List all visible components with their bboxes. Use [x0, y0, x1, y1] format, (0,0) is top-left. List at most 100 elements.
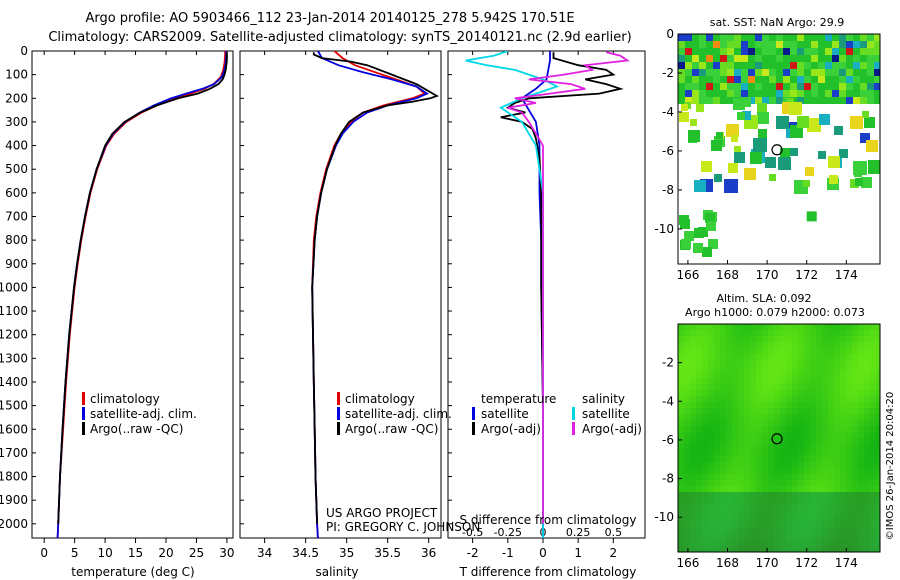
sla-cell: [684, 540, 690, 546]
sla-cell: [774, 534, 780, 540]
sla-cell: [804, 450, 810, 456]
sla-cell: [780, 432, 786, 438]
sla-cell: [810, 336, 816, 342]
sla-cell: [810, 372, 816, 378]
sla-cell: [738, 348, 744, 354]
sla-cell: [726, 384, 732, 390]
sla-cell: [858, 474, 864, 480]
sla-cell: [738, 456, 744, 462]
sla-cell: [780, 456, 786, 462]
sst-cell: [727, 34, 734, 41]
sla-cell: [810, 360, 816, 366]
sla-cell: [738, 486, 744, 492]
sla-cell: [858, 528, 864, 534]
sla-cell: [762, 438, 768, 444]
sla-cell: [816, 444, 822, 450]
y-tick-label: 0: [20, 44, 28, 58]
sst-cell: [776, 83, 783, 90]
sst-cell: [846, 62, 853, 69]
sla-cell: [870, 426, 876, 432]
sst-cell: [783, 90, 790, 97]
sst-cell: [846, 90, 853, 97]
sla-cell: [798, 522, 804, 528]
sla-cell: [750, 384, 756, 390]
x-tick-label: 166: [676, 268, 699, 282]
sla-cell: [708, 324, 714, 330]
sla-cell: [870, 348, 876, 354]
sla-cell: [708, 414, 714, 420]
sla-cell: [840, 390, 846, 396]
sla-cell: [696, 384, 702, 390]
sla-cell: [870, 432, 876, 438]
sla-cell: [684, 474, 690, 480]
sla-cell: [834, 426, 840, 432]
sla-cell: [804, 534, 810, 540]
sst-cell: [846, 55, 853, 62]
sla-cell: [708, 384, 714, 390]
sst-cell: [762, 97, 769, 104]
sla-cell: [864, 378, 870, 384]
sst-cell: [699, 34, 706, 41]
sst-cell: [720, 41, 727, 48]
sla-cell: [810, 408, 816, 414]
sla-cell: [846, 378, 852, 384]
sst-cell: [807, 118, 821, 132]
sla-cell: [696, 540, 702, 546]
sla-cell: [744, 324, 750, 330]
sla-cell: [792, 372, 798, 378]
sst-cell: [867, 34, 874, 41]
legend-t-argo: Argo(-adj): [481, 422, 541, 436]
sla-cell: [720, 390, 726, 396]
sla-cell: [678, 462, 684, 468]
project-pi: PI: GREGORY C. JOHNSON: [326, 520, 480, 534]
sst-cell: [699, 76, 706, 83]
sst-cell: [860, 41, 867, 48]
sst-cell: [692, 55, 699, 62]
sla-cell: [810, 348, 816, 354]
sla-cell: [684, 360, 690, 366]
sla-cell: [780, 420, 786, 426]
sla-cell: [804, 444, 810, 450]
sst-cell: [850, 179, 859, 188]
sla-cell: [750, 480, 756, 486]
sst-cell: [706, 221, 716, 231]
sst-cell: [832, 97, 839, 104]
sst-cell: [797, 34, 804, 41]
sla-cell: [744, 546, 750, 552]
sla-cell: [684, 372, 690, 378]
sla-cell: [786, 486, 792, 492]
sst-cell: [685, 97, 692, 104]
sst-cell: [783, 97, 790, 104]
sla-cell: [738, 336, 744, 342]
sla-cell: [786, 354, 792, 360]
sst-cell: [685, 41, 692, 48]
sla-cell: [822, 456, 828, 462]
sla-cell: [792, 480, 798, 486]
sla-cell: [864, 426, 870, 432]
sla-cell: [786, 366, 792, 372]
sla-cell: [834, 420, 840, 426]
sla-cell: [816, 378, 822, 384]
sla-cell: [810, 516, 816, 522]
sla-cell: [678, 378, 684, 384]
sst-cell: [741, 48, 748, 55]
sla-cell: [756, 516, 762, 522]
sla-cell: [798, 426, 804, 432]
sla-cell: [804, 420, 810, 426]
sla-cell: [714, 492, 720, 498]
sst-cell: [699, 48, 706, 55]
sla-cell: [822, 366, 828, 372]
sst-cell: [804, 62, 811, 69]
sst-cell: [762, 34, 769, 41]
sla-cell: [840, 504, 846, 510]
sst-cell: [748, 55, 755, 62]
sla-cell: [816, 474, 822, 480]
sla-cell: [870, 360, 876, 366]
sst-cell: [797, 116, 809, 128]
sla-cell: [678, 354, 684, 360]
sla-cell: [750, 372, 756, 378]
sst-cell: [867, 90, 874, 97]
sla-cell: [714, 336, 720, 342]
sla-cell: [822, 342, 828, 348]
sla-cell: [780, 444, 786, 450]
